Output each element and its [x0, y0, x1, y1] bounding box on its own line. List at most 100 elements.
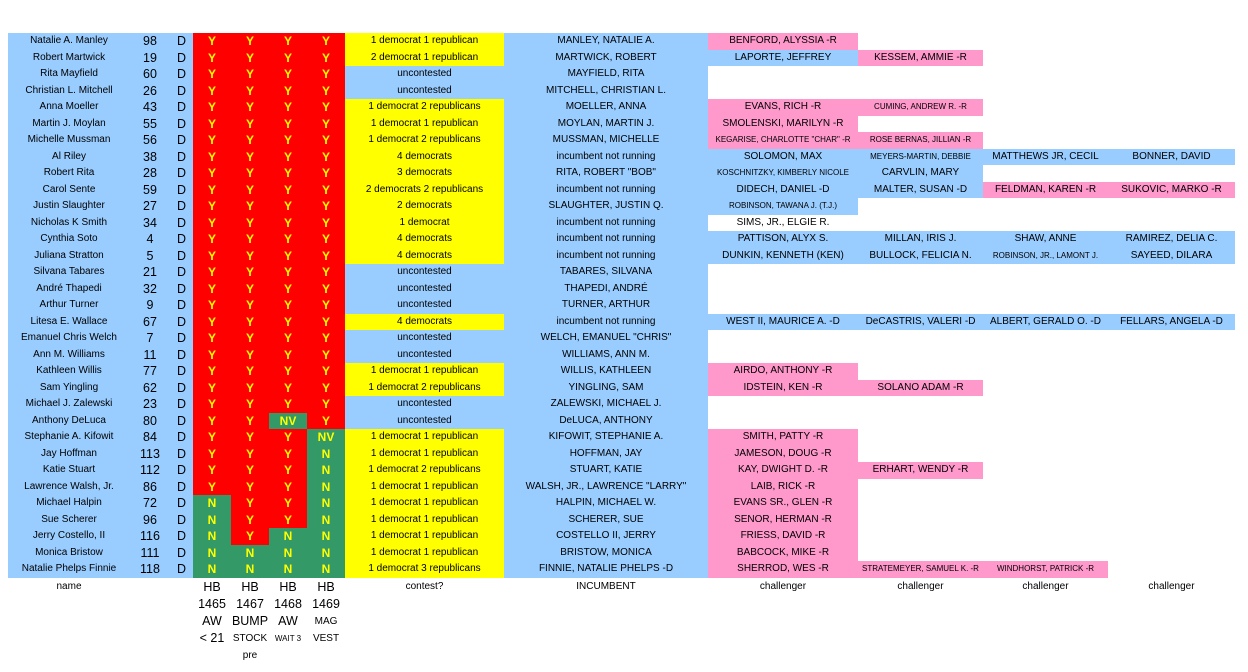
district-number: 84	[130, 429, 170, 446]
vote-cell: NV	[269, 412, 307, 429]
challenger-cell: SENOR, HERMAN -R	[708, 511, 858, 528]
challenger-cell: PATTISON, ALYX S.	[708, 231, 858, 248]
challenger-cell: ERHART, WENDY -R	[858, 462, 983, 479]
party-code: D	[170, 33, 193, 50]
district-number: 43	[130, 99, 170, 116]
challenger-cell: EVANS SR., GLEN -R	[708, 495, 858, 512]
contest-cell: 1 democrat 2 republicans	[345, 462, 504, 479]
vote-cell: Y	[231, 462, 269, 479]
vote-cell: Y	[307, 396, 345, 413]
challenger-cell: SAYEED, DILARA	[1108, 247, 1235, 264]
vote-cell: Y	[307, 66, 345, 83]
vote-cell: Y	[193, 148, 231, 165]
party-code: D	[170, 148, 193, 165]
incumbent-cell: incumbent not running	[504, 214, 708, 231]
representative-name: Martin J. Moylan	[8, 115, 130, 132]
contest-cell: 4 democrats	[345, 231, 504, 248]
table-row: Jerry Costello, II 116 D N Y N N 1 democrat 1 r…	[8, 528, 1235, 545]
bill-topic: AW	[202, 614, 222, 628]
bill-topic-detail: VEST	[312, 633, 340, 644]
footer-challenger-label: challenger	[897, 581, 944, 592]
vote-cell: Y	[269, 363, 307, 380]
bill-topic: AW	[278, 614, 298, 628]
contest-cell: uncontested	[345, 396, 504, 413]
party-code: D	[170, 313, 193, 330]
district-number: 26	[130, 82, 170, 99]
district-number: 7	[130, 330, 170, 347]
party-code: D	[170, 445, 193, 462]
vote-cell: Y	[231, 330, 269, 347]
table-row: Sam Yingling 62 D Y Y Y Y 1 democrat 2 republic…	[8, 379, 1235, 396]
incumbent-cell: TURNER, ARTHUR	[504, 297, 708, 314]
incumbent-cell: WALSH, JR., LAWRENCE "LARRY"	[504, 478, 708, 495]
challenger-cell: KESSEM, AMMIE -R	[858, 49, 983, 66]
bill-number: 1468	[274, 597, 302, 611]
vote-cell: Y	[231, 363, 269, 380]
bill-topic: MAG	[314, 616, 338, 627]
vote-cell: N	[269, 561, 307, 578]
vote-cell: Y	[307, 330, 345, 347]
incumbent-cell: incumbent not running	[504, 247, 708, 264]
contest-cell: uncontested	[345, 330, 504, 347]
challenger-cell: DIDECH, DANIEL -D	[708, 181, 858, 198]
representative-name: Rita Mayfield	[8, 66, 130, 83]
contest-cell: uncontested	[345, 346, 504, 363]
vote-cell: Y	[231, 346, 269, 363]
party-code: D	[170, 247, 193, 264]
vote-cell: Y	[193, 280, 231, 297]
contest-cell: 2 democrats	[345, 198, 504, 215]
party-code: D	[170, 495, 193, 512]
vote-cell: Y	[193, 181, 231, 198]
incumbent-cell: YINGLING, SAM	[504, 379, 708, 396]
challenger-cell: MILLAN, IRIS J.	[858, 231, 983, 248]
table-row: Cynthia Soto 4 D Y Y Y Y 4 democrats incumbent n…	[8, 231, 1235, 248]
vote-cell: Y	[269, 214, 307, 231]
vote-cell: Y	[269, 181, 307, 198]
table-row: Carol Sente 59 D Y Y Y Y 2 democrats 2 republic…	[8, 181, 1235, 198]
vote-cell: Y	[269, 462, 307, 479]
party-code: D	[170, 99, 193, 116]
challenger-cell: FRIESS, DAVID -R	[708, 528, 858, 545]
party-code: D	[170, 264, 193, 281]
district-number: 86	[130, 478, 170, 495]
party-code: D	[170, 198, 193, 215]
contest-cell: uncontested	[345, 280, 504, 297]
party-code: D	[170, 396, 193, 413]
party-code: D	[170, 429, 193, 446]
bill-label: HB	[279, 580, 297, 594]
vote-cell: Y	[231, 198, 269, 215]
bill-label: HB	[317, 580, 335, 594]
vote-cell: Y	[231, 165, 269, 182]
incumbent-cell: MAYFIELD, RITA	[504, 66, 708, 83]
vote-cell: Y	[193, 264, 231, 281]
representative-name: Anna Moeller	[8, 99, 130, 116]
district-number: 4	[130, 231, 170, 248]
representative-name: Natalie A. Manley	[8, 33, 130, 50]
district-number: 11	[130, 346, 170, 363]
vote-cell: Y	[269, 346, 307, 363]
challenger-cell: CARVLIN, MARY	[858, 165, 983, 182]
representative-name: Cynthia Soto	[8, 231, 130, 248]
vote-cell: Y	[231, 396, 269, 413]
table-row: Michelle Mussman 56 D Y Y Y Y 1 democrat 2 repu…	[8, 132, 1235, 149]
vote-cell: Y	[231, 247, 269, 264]
challenger-cell: KAY, DWIGHT D. -R	[708, 462, 858, 479]
vote-cell: Y	[231, 429, 269, 446]
contest-cell: uncontested	[345, 412, 504, 429]
vote-cell: Y	[269, 49, 307, 66]
representative-name: Ann M. Williams	[8, 346, 130, 363]
contest-cell: 1 democrat 1 republican	[345, 528, 504, 545]
party-code: D	[170, 66, 193, 83]
vote-cell: Y	[269, 445, 307, 462]
vote-cell: N	[307, 445, 345, 462]
vote-cell: Y	[307, 132, 345, 149]
footer-challenger-label: challenger	[759, 581, 807, 592]
incumbent-cell: COSTELLO II, JERRY	[504, 528, 708, 545]
incumbent-cell: MOELLER, ANNA	[504, 99, 708, 116]
vote-cell: Y	[307, 148, 345, 165]
vote-cell: Y	[269, 297, 307, 314]
challenger-cell: LAIB, RICK -R	[708, 478, 858, 495]
challenger-cell: RAMIREZ, DELIA C.	[1108, 231, 1235, 248]
vote-cell: N	[193, 561, 231, 578]
vote-cell: N	[307, 511, 345, 528]
